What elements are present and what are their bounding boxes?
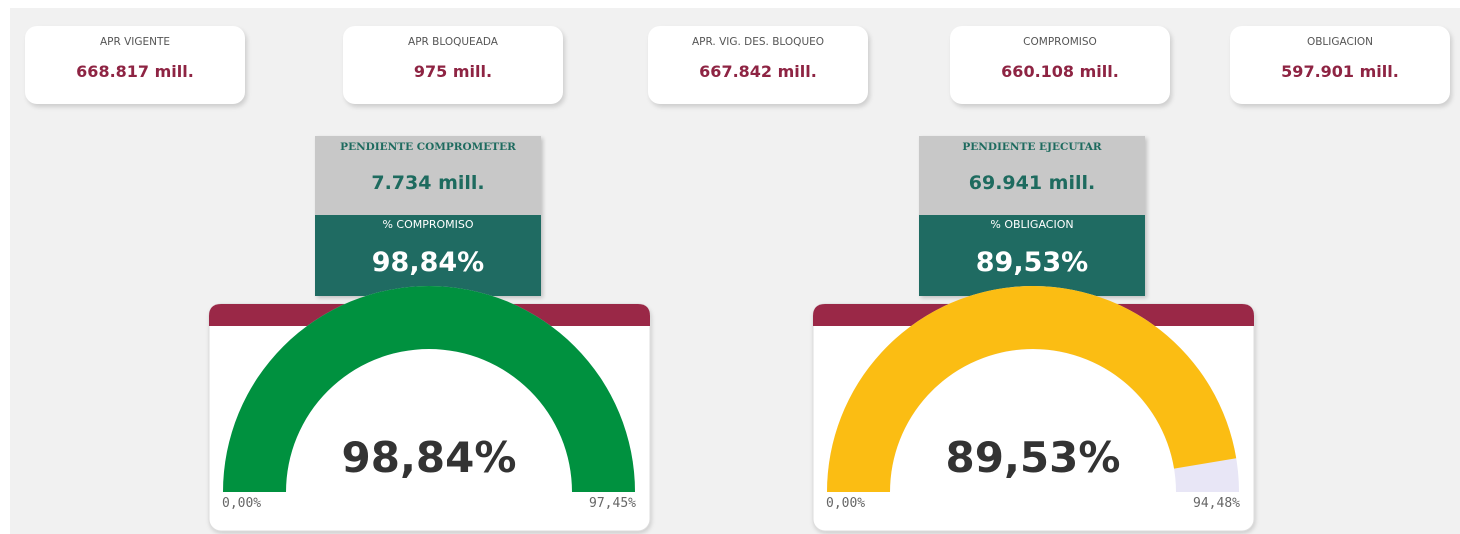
kpi-label: APR. VIG. DES. BLOQUEO: [691, 36, 825, 48]
pending-label: PENDIENTE EJECUTAR: [962, 141, 1102, 153]
percent-panel: % OBLIGACION 89,53%: [919, 215, 1145, 296]
gauge-value-arc: [223, 286, 635, 492]
kpi-label: APR VIGENTE: [99, 36, 171, 48]
gauge-range-label: 0,00%: [222, 496, 261, 511]
percent-label: % OBLIGACION: [990, 218, 1074, 231]
kpi-card: APR VIGENTE 668.817 mill.: [25, 26, 245, 104]
percent-value: 89,53%: [975, 247, 1089, 278]
gauge-value-arc: [827, 285, 1237, 492]
gauge-range-label: 0,00%: [826, 496, 865, 511]
kpi-value: 668.817 mill.: [76, 62, 194, 81]
kpi-value: 667.842 mill.: [699, 62, 817, 81]
pending-label: PENDIENTE COMPROMETER: [340, 141, 516, 153]
summary-box: PENDIENTE EJECUTAR 69.941 mill. % OBLIGACI…: [919, 136, 1145, 296]
gauge-range-label: 97,45%: [589, 496, 636, 511]
kpi-card: APR BLOQUEADA 975 mill.: [343, 26, 563, 104]
kpi-label: OBLIGACION: [1306, 36, 1374, 48]
pending-value: 69.941 mill.: [968, 172, 1096, 194]
summary-box: PENDIENTE COMPROMETER 7.734 mill. % COMPRO…: [315, 136, 541, 296]
kpi-card: APR. VIG. DES. BLOQUEO 667.842 mill.: [648, 26, 868, 104]
kpi-label: COMPROMISO: [1023, 36, 1097, 48]
pending-panel: PENDIENTE COMPROMETER 7.734 mill.: [315, 136, 541, 215]
kpi-value: 660.108 mill.: [1001, 62, 1119, 81]
pending-value: 7.734 mill.: [371, 172, 485, 194]
kpi-value: 597.901 mill.: [1281, 62, 1399, 81]
gauge-value: 98,84%: [342, 433, 517, 482]
kpi-value: 975 mill.: [413, 62, 493, 81]
gauge-value: 89,53%: [946, 433, 1121, 482]
gauge-range-label: 94,48%: [1193, 496, 1240, 511]
pending-panel: PENDIENTE EJECUTAR 69.941 mill.: [919, 136, 1145, 215]
percent-label: % COMPROMISO: [382, 218, 474, 231]
kpi-card: COMPROMISO 660.108 mill.: [950, 26, 1170, 104]
kpi-label: APR BLOQUEADA: [408, 36, 498, 48]
kpi-card: OBLIGACION 597.901 mill.: [1230, 26, 1450, 104]
percent-panel: % COMPROMISO 98,84%: [315, 215, 541, 296]
percent-value: 98,84%: [371, 247, 485, 278]
